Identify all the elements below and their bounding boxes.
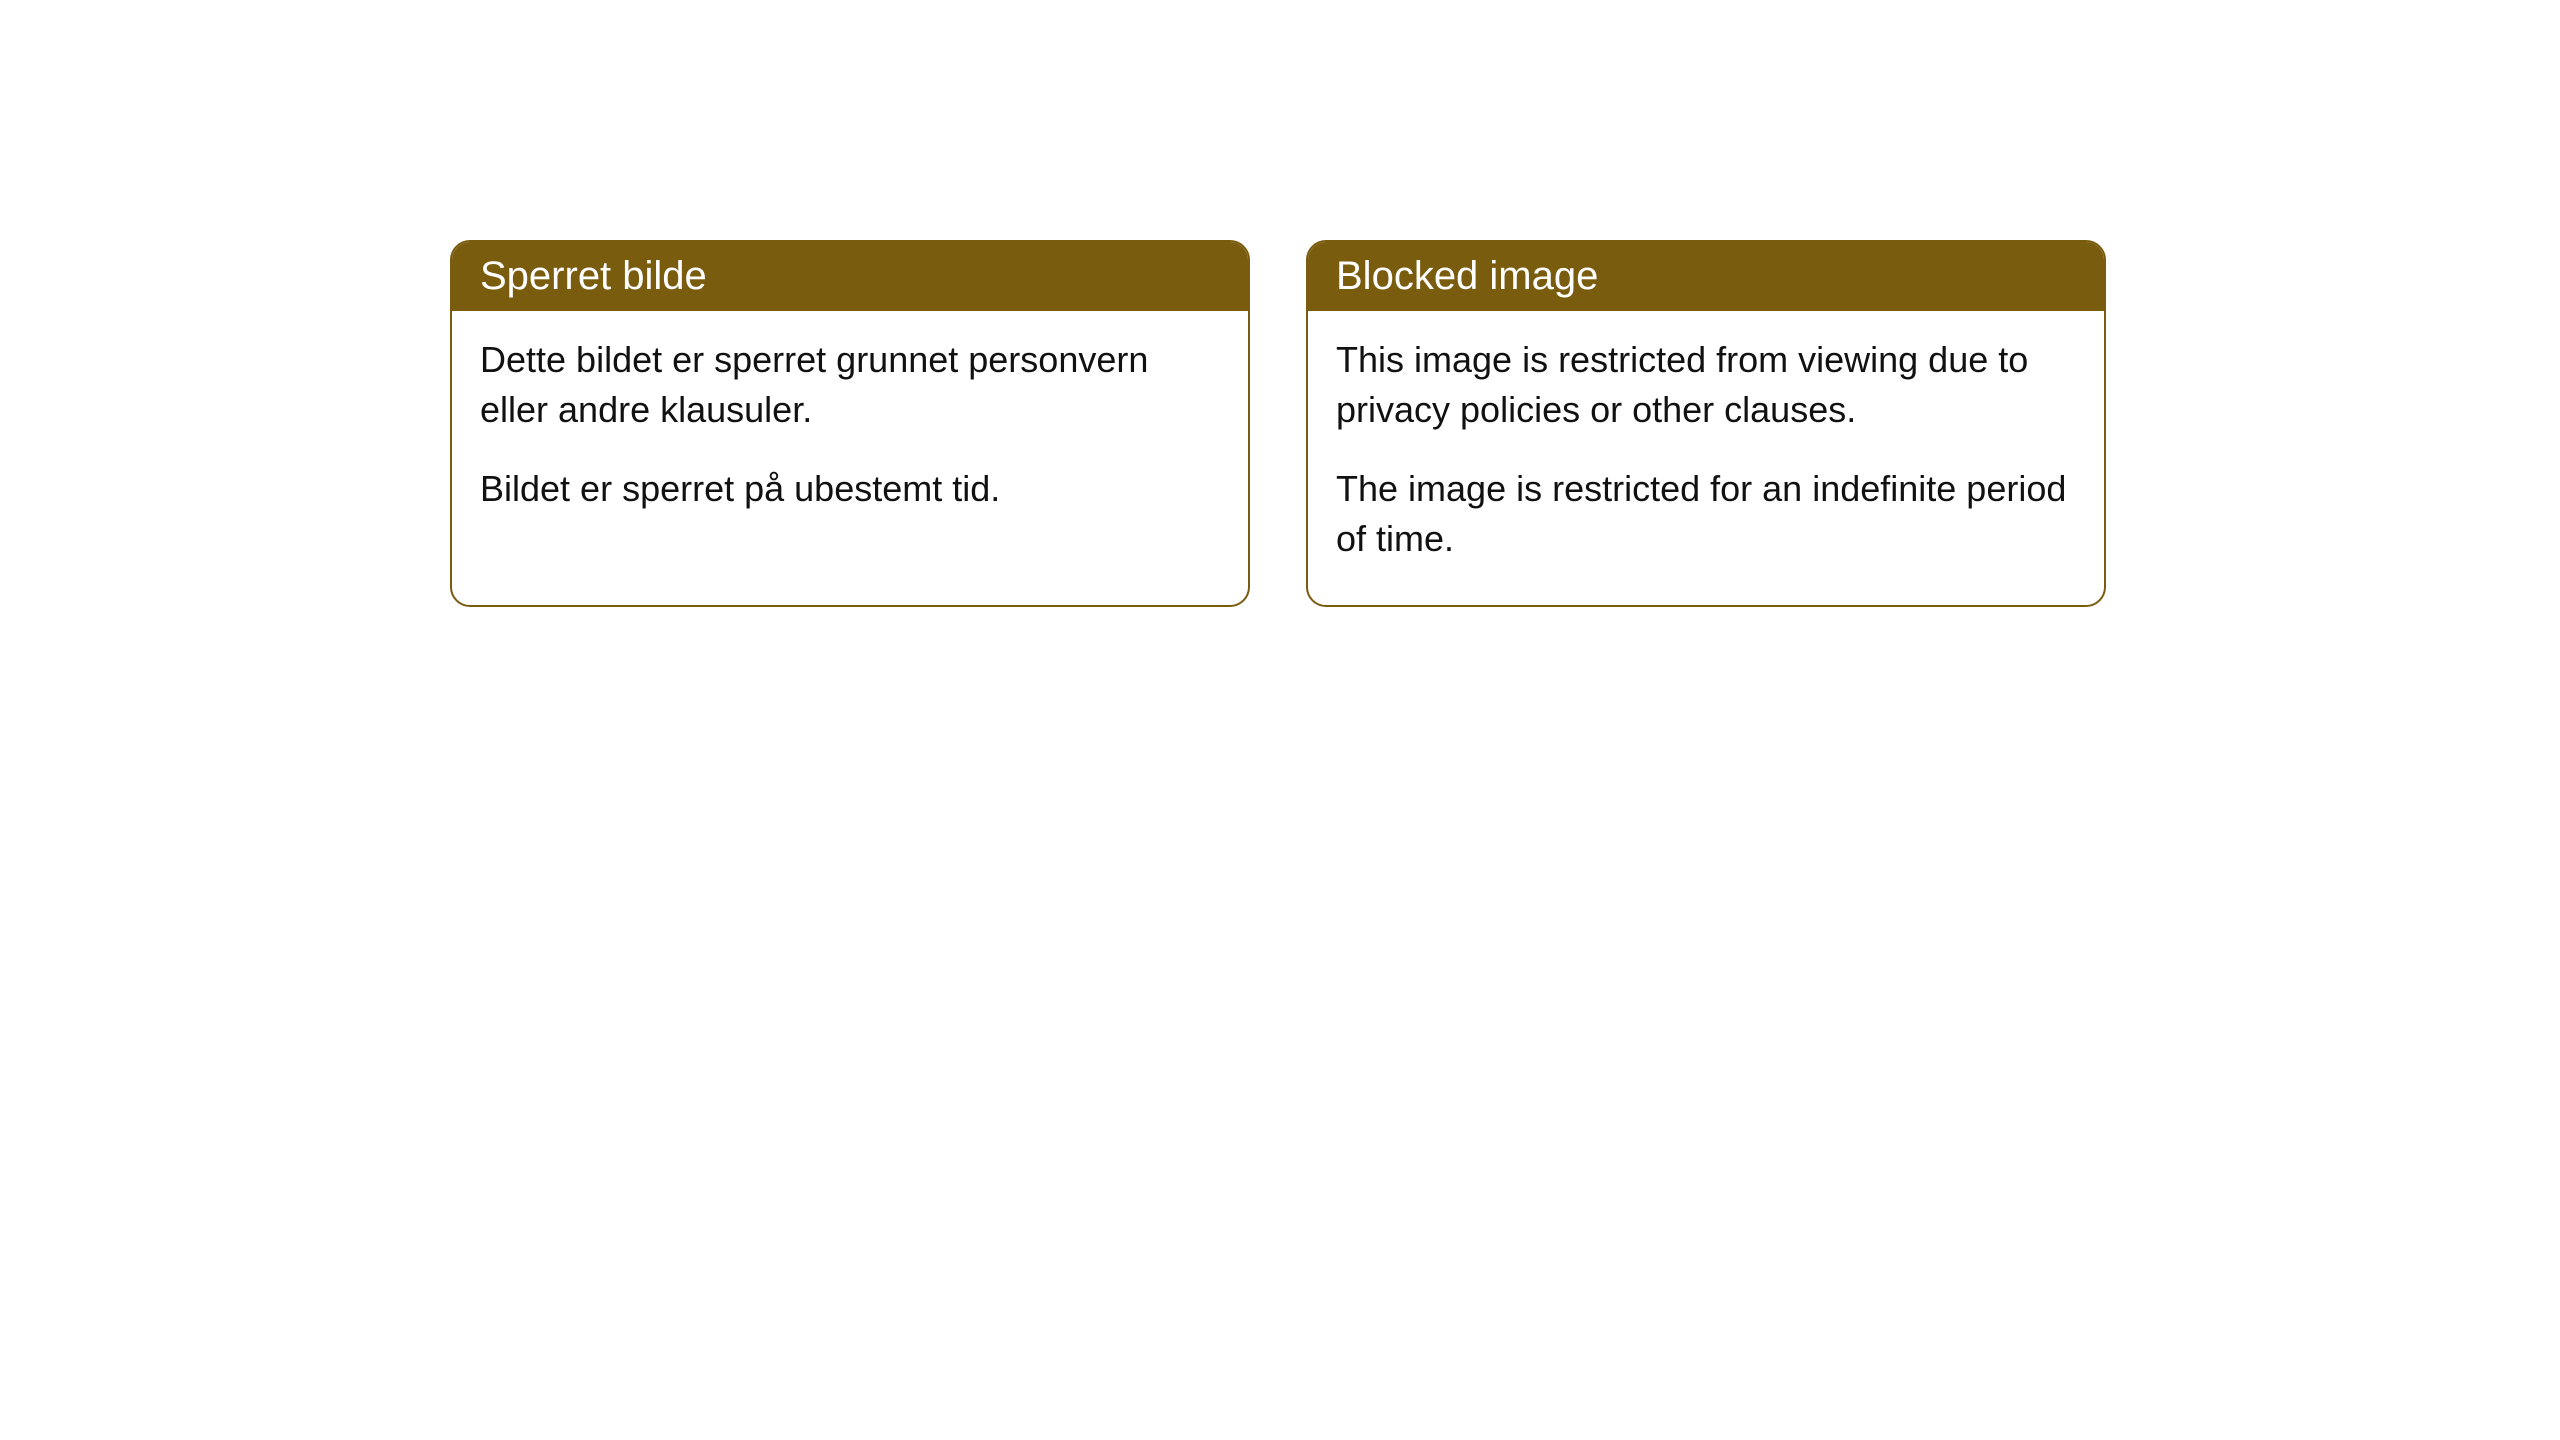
notice-cards-container: Sperret bilde Dette bildet er sperret gr… <box>450 240 2560 607</box>
notice-paragraph: This image is restricted from viewing du… <box>1336 335 2076 436</box>
notice-card-english: Blocked image This image is restricted f… <box>1306 240 2106 607</box>
notice-card-norwegian: Sperret bilde Dette bildet er sperret gr… <box>450 240 1250 607</box>
card-header-norwegian: Sperret bilde <box>452 242 1248 311</box>
notice-paragraph: The image is restricted for an indefinit… <box>1336 464 2076 565</box>
notice-paragraph: Bildet er sperret på ubestemt tid. <box>480 464 1220 514</box>
card-title: Blocked image <box>1336 254 1598 298</box>
notice-paragraph: Dette bildet er sperret grunnet personve… <box>480 335 1220 436</box>
card-body-norwegian: Dette bildet er sperret grunnet personve… <box>452 311 1248 554</box>
card-header-english: Blocked image <box>1308 242 2104 311</box>
card-title: Sperret bilde <box>480 254 707 298</box>
card-body-english: This image is restricted from viewing du… <box>1308 311 2104 605</box>
